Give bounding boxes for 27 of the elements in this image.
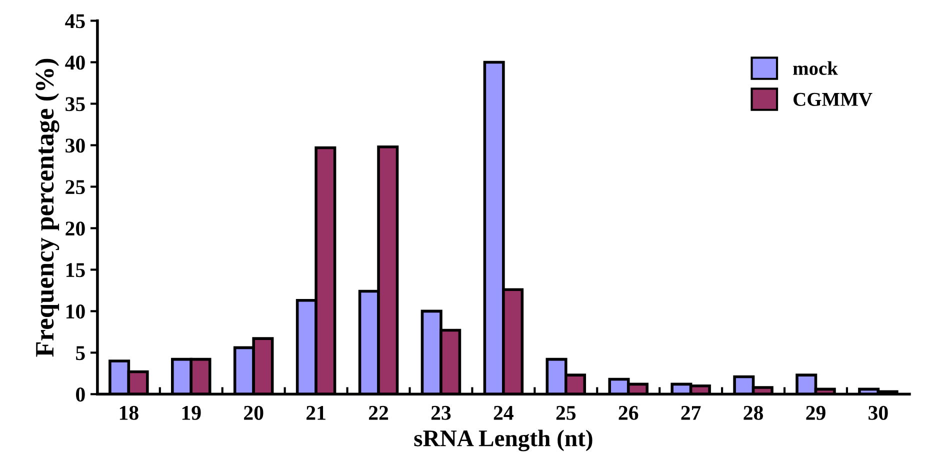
x-tick-label: 23 bbox=[431, 406, 451, 420]
y-tick-label: 45 bbox=[65, 14, 85, 28]
x-tick-label: 26 bbox=[618, 406, 638, 420]
y-tick-label: 10 bbox=[66, 304, 85, 319]
y-tick-label: 40 bbox=[65, 56, 85, 70]
legend-label: mock bbox=[793, 61, 838, 75]
x-tick-label: 22 bbox=[368, 406, 388, 420]
x-tick-label: 30 bbox=[868, 406, 888, 420]
legend-label: CGMMV bbox=[794, 92, 872, 106]
x-axis-title: sRNA Length (nt) bbox=[414, 430, 592, 452]
x-tick-label: 25 bbox=[556, 406, 576, 420]
y-tick-label: 15 bbox=[66, 263, 85, 278]
y-tick-label: 25 bbox=[66, 180, 85, 194]
y-tick-label: 20 bbox=[66, 222, 85, 236]
y-tick-label: 30 bbox=[66, 138, 85, 153]
x-tick-label: 29 bbox=[806, 406, 826, 420]
x-tick-label: 19 bbox=[182, 406, 201, 420]
x-tick-label: 18 bbox=[120, 406, 138, 420]
x-tick-label: 28 bbox=[744, 406, 764, 420]
x-tick-label: 27 bbox=[681, 406, 701, 420]
x-tick-label: 20 bbox=[244, 406, 264, 420]
x-tick-label: 21 bbox=[306, 406, 326, 420]
y-tick-label: 0 bbox=[76, 388, 85, 402]
y-axis-title: Frequency percentage (%) bbox=[35, 58, 60, 357]
y-tick-label: 35 bbox=[66, 97, 85, 112]
x-tick-label: 24 bbox=[494, 406, 514, 420]
y-tick-label: 5 bbox=[76, 346, 85, 360]
